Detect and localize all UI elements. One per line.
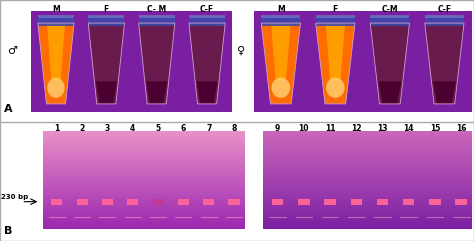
Polygon shape bbox=[189, 23, 225, 104]
Text: C- M: C- M bbox=[147, 5, 166, 14]
Polygon shape bbox=[261, 23, 301, 104]
Bar bbox=[351, 199, 362, 205]
Text: 7: 7 bbox=[206, 124, 211, 133]
Bar bbox=[76, 199, 88, 205]
Polygon shape bbox=[433, 81, 456, 104]
Polygon shape bbox=[146, 81, 167, 104]
Bar bbox=[189, 16, 225, 26]
Ellipse shape bbox=[326, 78, 345, 98]
Text: 11: 11 bbox=[325, 124, 336, 133]
Bar bbox=[429, 199, 441, 205]
Bar bbox=[51, 199, 62, 205]
Bar bbox=[102, 199, 113, 205]
Text: 8: 8 bbox=[231, 124, 237, 133]
Bar bbox=[138, 15, 175, 18]
Polygon shape bbox=[197, 81, 218, 104]
Text: 14: 14 bbox=[403, 124, 414, 133]
Bar bbox=[456, 199, 467, 205]
Text: M: M bbox=[277, 5, 285, 14]
Ellipse shape bbox=[272, 78, 290, 98]
Bar bbox=[370, 15, 410, 18]
Bar bbox=[425, 16, 464, 26]
Polygon shape bbox=[425, 23, 464, 104]
Text: F: F bbox=[104, 5, 109, 14]
Polygon shape bbox=[271, 23, 291, 80]
Bar bbox=[88, 16, 125, 26]
Bar bbox=[308, 11, 363, 112]
Text: 13: 13 bbox=[377, 124, 388, 133]
Text: C-M: C-M bbox=[382, 5, 398, 14]
Polygon shape bbox=[138, 23, 175, 104]
Polygon shape bbox=[370, 23, 410, 104]
Polygon shape bbox=[316, 23, 355, 104]
Bar bbox=[377, 199, 388, 205]
Bar bbox=[363, 11, 417, 112]
Bar bbox=[178, 199, 189, 205]
Bar bbox=[298, 199, 310, 205]
Bar bbox=[272, 199, 283, 205]
Bar bbox=[189, 15, 225, 18]
Bar bbox=[153, 199, 164, 205]
Bar bbox=[370, 16, 410, 26]
Text: 5: 5 bbox=[155, 124, 161, 133]
Text: B: B bbox=[4, 226, 12, 236]
Bar bbox=[403, 199, 414, 205]
Bar bbox=[127, 199, 138, 205]
Bar bbox=[38, 16, 74, 26]
Text: 6: 6 bbox=[181, 124, 186, 133]
Polygon shape bbox=[88, 23, 125, 104]
Bar bbox=[182, 11, 232, 112]
Bar bbox=[31, 11, 81, 112]
Ellipse shape bbox=[47, 78, 64, 98]
Text: A: A bbox=[4, 104, 12, 114]
Text: 4: 4 bbox=[130, 124, 136, 133]
Text: 9: 9 bbox=[275, 124, 280, 133]
Bar bbox=[316, 16, 355, 26]
Text: F: F bbox=[333, 5, 338, 14]
Bar bbox=[131, 11, 182, 112]
Bar bbox=[88, 15, 125, 18]
Text: C-F: C-F bbox=[200, 5, 214, 14]
Text: C-F: C-F bbox=[438, 5, 451, 14]
Bar bbox=[316, 15, 355, 18]
Text: M: M bbox=[52, 5, 60, 14]
Text: 16: 16 bbox=[456, 124, 466, 133]
Bar bbox=[203, 199, 214, 205]
Bar bbox=[81, 11, 131, 112]
Bar bbox=[261, 16, 301, 26]
Bar bbox=[228, 199, 239, 205]
Text: ♀: ♀ bbox=[237, 46, 245, 56]
Bar bbox=[254, 11, 308, 112]
Polygon shape bbox=[47, 23, 65, 80]
Bar bbox=[425, 15, 464, 18]
Text: 15: 15 bbox=[430, 124, 440, 133]
Text: 230 bp: 230 bp bbox=[1, 194, 28, 200]
Text: 12: 12 bbox=[351, 124, 362, 133]
Text: 2: 2 bbox=[80, 124, 85, 133]
Bar bbox=[261, 15, 301, 18]
Text: 3: 3 bbox=[105, 124, 110, 133]
Polygon shape bbox=[96, 81, 117, 104]
Bar bbox=[38, 15, 74, 18]
Text: ♂: ♂ bbox=[7, 46, 17, 56]
Text: 1: 1 bbox=[54, 124, 59, 133]
Polygon shape bbox=[38, 23, 74, 104]
Bar bbox=[138, 16, 175, 26]
Text: 10: 10 bbox=[299, 124, 309, 133]
Polygon shape bbox=[326, 23, 345, 80]
Bar bbox=[324, 199, 336, 205]
Polygon shape bbox=[378, 81, 401, 104]
Bar bbox=[417, 11, 472, 112]
